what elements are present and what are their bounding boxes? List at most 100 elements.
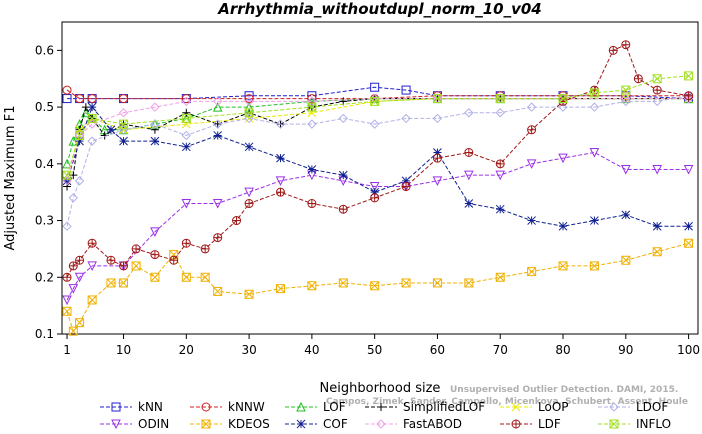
- square-marker: [244, 91, 254, 101]
- asterisk-marker: [652, 221, 662, 231]
- circle-plus-marker: [181, 238, 191, 248]
- triangle-down-marker: [111, 419, 121, 430]
- legend-label: LDOF: [636, 400, 668, 414]
- asterisk-marker: [401, 176, 411, 186]
- boxed-x-marker: [119, 278, 129, 288]
- series-inflo: [62, 71, 694, 180]
- legend-label: LoOP: [538, 400, 569, 414]
- x-tick-label: 50: [367, 343, 382, 357]
- asterisk-marker: [684, 221, 693, 231]
- asterisk-marker: [276, 153, 285, 163]
- triangle-down-marker: [74, 272, 85, 283]
- circle-marker: [87, 94, 97, 104]
- circle-plus-marker: [338, 204, 348, 214]
- diamond-marker: [74, 176, 85, 186]
- circle-plus-marker: [232, 216, 242, 226]
- circle-marker: [75, 94, 85, 104]
- boxed-x-marker: [495, 94, 505, 104]
- square-marker: [62, 94, 72, 104]
- diamond-marker: [376, 419, 386, 429]
- asterisk-marker: [558, 221, 568, 231]
- asterisk-marker: [621, 210, 631, 220]
- triangle-down-marker: [432, 176, 443, 186]
- series-layer: [62, 40, 694, 336]
- triangle-down-marker: [464, 170, 474, 181]
- boxed-x-marker: [106, 278, 116, 288]
- asterisk-marker: [87, 102, 97, 112]
- diamond-marker: [62, 221, 72, 231]
- axis-ticks: 1 10 20 30 40 50 60 70 80 90 100 0.1 0.2 0.3 0.4 0.5 0.6: [35, 43, 700, 357]
- x-tick-label: 30: [241, 343, 256, 357]
- square-marker: [401, 85, 411, 95]
- boxed-x-marker: [621, 255, 631, 265]
- boxed-x-marker: [495, 272, 505, 282]
- boxed-x-marker: [119, 119, 129, 129]
- asterisk-marker: [106, 125, 116, 135]
- y-tick-label: 0.2: [35, 270, 54, 284]
- triangle-down-marker: [558, 153, 568, 164]
- triangle-down-marker: [652, 164, 663, 175]
- triangle-down-marker: [150, 227, 160, 238]
- triangle-down-marker: [495, 170, 506, 181]
- triangle-down-marker: [275, 176, 286, 186]
- legend-item-lof: LOF: [285, 400, 346, 414]
- asterisk-marker: [370, 187, 380, 197]
- triangle-down-marker: [369, 182, 380, 192]
- triangle-down-marker: [620, 164, 631, 175]
- triangle-up-marker: [81, 107, 91, 118]
- boxed-x-marker: [589, 88, 599, 98]
- diamond-marker: [495, 108, 505, 118]
- square-marker: [111, 402, 121, 412]
- square-marker: [307, 91, 317, 101]
- boxed-x-marker: [621, 85, 631, 95]
- legend-item-fastabod: FastABOD: [365, 417, 462, 431]
- legend-item-knnw: kNNW: [190, 400, 265, 414]
- circle-plus-marker: [131, 244, 141, 254]
- asterisk-marker: [527, 216, 536, 225]
- boxed-x-marker: [558, 261, 568, 271]
- diamond-marker: [683, 93, 694, 104]
- diamond-marker: [275, 119, 286, 129]
- legend-label: kNN: [138, 400, 163, 414]
- series-line: [66, 75, 689, 176]
- asterisk-marker: [433, 148, 442, 157]
- series-ldf: [62, 40, 694, 282]
- circle-plus-marker: [150, 250, 160, 260]
- boxed-x-marker: [75, 130, 85, 140]
- diamond-marker: [338, 113, 348, 124]
- circle-plus-marker: [652, 85, 662, 95]
- boxed-x-marker: [684, 71, 694, 81]
- legend-item-ldof: LDOF: [598, 400, 668, 414]
- square-marker: [370, 82, 380, 92]
- boxed-x-marker: [370, 281, 380, 291]
- diamond-marker: [558, 102, 568, 112]
- series-line: [66, 95, 689, 227]
- boxed-x-marker: [527, 267, 537, 277]
- circle-plus-marker: [511, 419, 521, 429]
- circle-plus-marker: [684, 91, 694, 101]
- circle-plus-marker: [68, 261, 78, 271]
- legend-item-ldf: LDF: [500, 417, 561, 431]
- series-line: [66, 151, 689, 301]
- diamond-marker: [87, 136, 97, 146]
- boxed-x-marker: [558, 94, 568, 104]
- circle-plus-marker: [62, 272, 72, 282]
- diamond-marker: [589, 102, 600, 112]
- series-line: [66, 98, 689, 181]
- boxed-x-marker: [150, 272, 160, 282]
- y-tick-label: 0.3: [35, 214, 54, 228]
- triangle-down-marker: [589, 147, 600, 158]
- plus-marker: [182, 108, 191, 117]
- series-odin: [62, 147, 694, 306]
- boxed-x-marker: [87, 295, 97, 305]
- legend-label: LDF: [538, 417, 561, 431]
- legend-item-cof: COF: [285, 417, 348, 431]
- circle-plus-marker: [75, 255, 85, 265]
- triangle-down-marker: [181, 199, 192, 209]
- diamond-marker: [212, 96, 223, 107]
- diamond-marker: [621, 93, 631, 104]
- triangle-up-marker: [62, 158, 72, 169]
- boxed-x-marker: [181, 272, 191, 282]
- x-tick-label: 90: [618, 343, 633, 357]
- asterisk-marker: [590, 216, 599, 225]
